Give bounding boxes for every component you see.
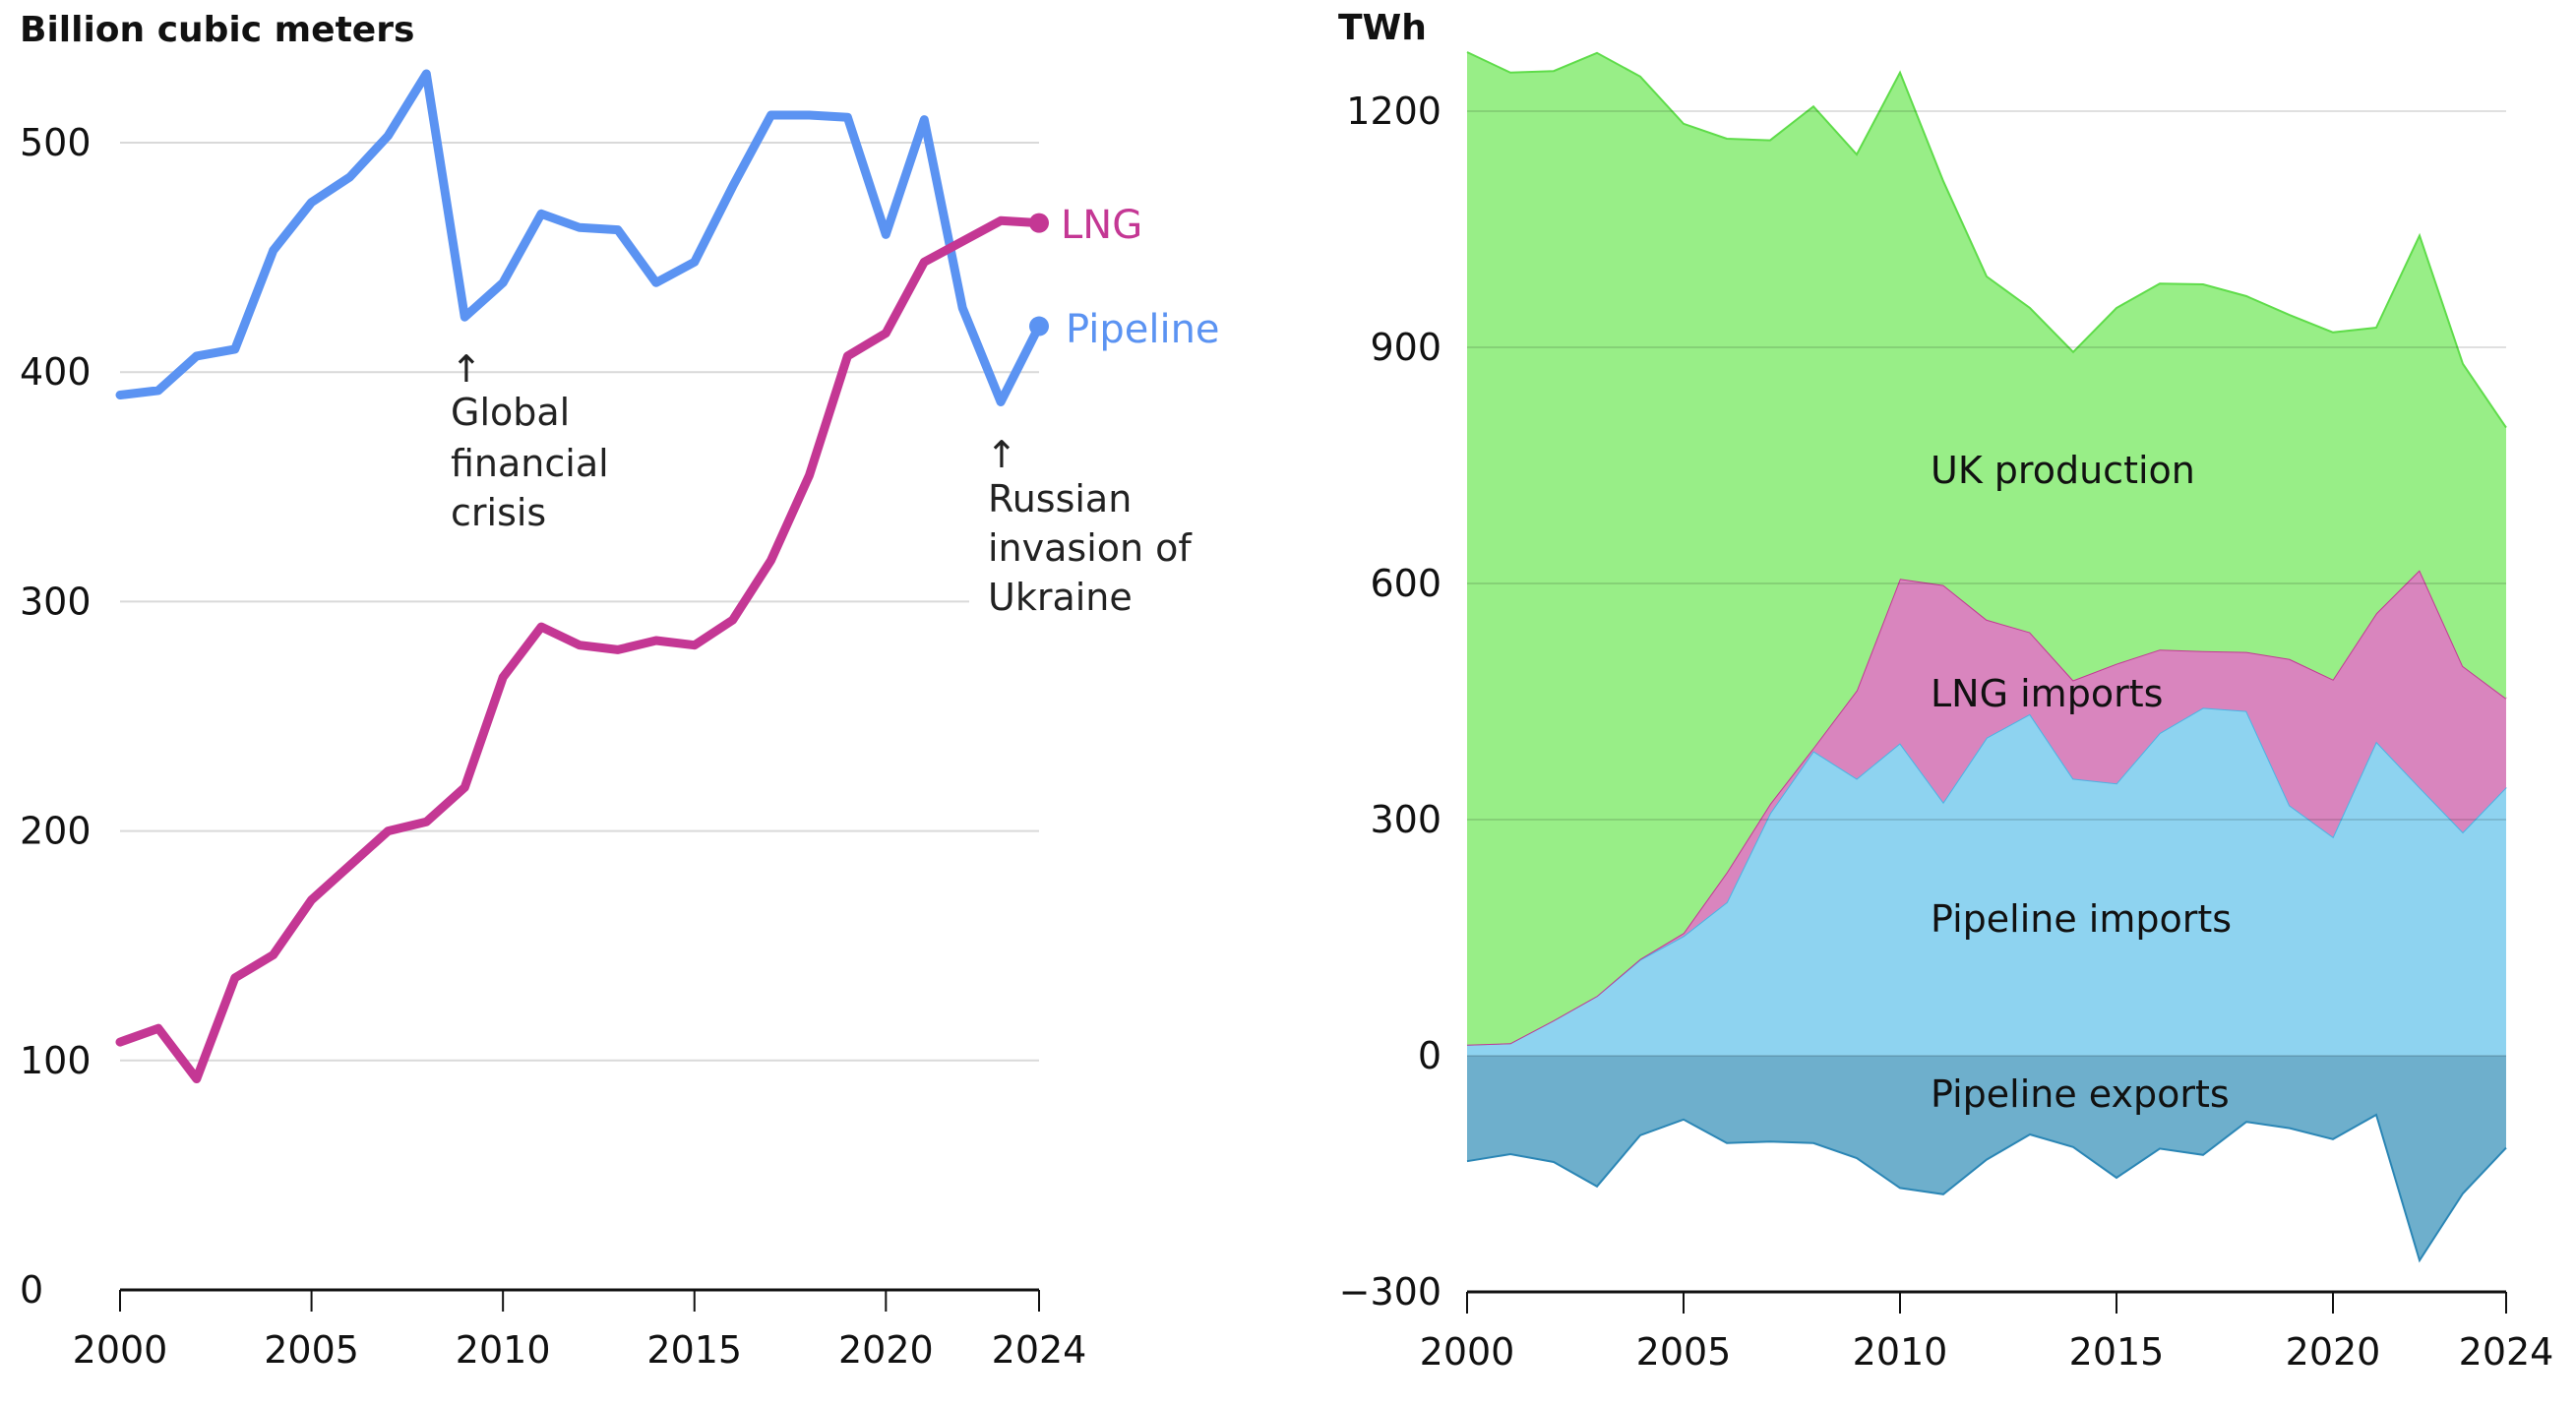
y-tick-label: 900 [1370, 326, 1441, 369]
x-tick-label: 2010 [456, 1328, 551, 1372]
y-tick-label: 500 [20, 121, 92, 164]
area-label-lng-imports: LNG imports [1931, 672, 2163, 715]
right-stacked-areas [1466, 51, 2507, 1263]
area-lng-imports [1467, 570, 2506, 1045]
series-endpoint-pipeline [1029, 316, 1049, 336]
x-tick-label: 2005 [1636, 1330, 1732, 1374]
annotation-russian-invasion: ↑ Russian invasion of Ukraine [986, 433, 1193, 619]
left-annotations: ↑ Global financial crisis ↑ Russian inva… [451, 347, 1193, 619]
x-tick-label: 2015 [2069, 1330, 2165, 1374]
x-tick-label: 2020 [838, 1328, 934, 1372]
x-tick-label: 2020 [2286, 1330, 2381, 1374]
right-x-tick-labels: 2000 2005 2010 2015 2020 2024 [1420, 1330, 2554, 1374]
annotation-line: Ukraine [988, 576, 1133, 619]
area-uk-production [1467, 52, 2506, 1045]
area-edge-uk-production [1466, 51, 2507, 429]
y-tick-label: 300 [20, 580, 92, 623]
series-label-lng: LNG [1061, 203, 1142, 248]
area-label-pipeline-exports: Pipeline exports [1931, 1072, 2230, 1116]
series-line-pipeline [115, 69, 1044, 406]
series-label-pipeline: Pipeline [1066, 307, 1220, 352]
right-area-labels: UK production LNG imports Pipeline impor… [1931, 449, 2232, 1116]
right-y-tick-labels: −300 0 300 600 900 1200 [1339, 90, 1441, 1314]
area-edge-pipeline-exports [1466, 1113, 2507, 1263]
y-tick-label: 200 [20, 810, 92, 853]
y-tick-label: 0 [1418, 1034, 1441, 1077]
left-x-axis [119, 1288, 1040, 1312]
x-tick-label: 2000 [1420, 1330, 1515, 1374]
y-tick-label: 0 [20, 1268, 43, 1312]
x-tick-label: 2024 [992, 1328, 1087, 1372]
x-tick-label: 2010 [1853, 1330, 1948, 1374]
annotation-line: financial [451, 442, 609, 485]
annotation-background [447, 390, 644, 537]
series-line-lng [115, 215, 1044, 1083]
y-tick-label: −300 [1339, 1270, 1441, 1314]
x-tick-label: 2024 [2459, 1330, 2554, 1374]
area-label-uk-production: UK production [1931, 449, 2195, 492]
x-tick-label: 2015 [646, 1328, 742, 1372]
annotation-arrow-icon: ↑ [451, 347, 482, 391]
left-series-labels: LNG Pipeline [1061, 203, 1220, 352]
y-tick-label: 100 [20, 1039, 92, 1082]
left-gridlines [120, 142, 1039, 1062]
annotation-line: Global [451, 391, 570, 434]
x-tick-label: 2005 [264, 1328, 359, 1372]
y-tick-label: 600 [1370, 562, 1441, 605]
y-tick-label: 300 [1370, 798, 1441, 841]
annotation-line: crisis [451, 491, 546, 534]
left-x-tick-labels: 2000 2005 2010 2015 2020 2024 [73, 1328, 1087, 1372]
left-chart-title: Billion cubic meters [20, 10, 414, 50]
left-series-lines [115, 69, 1049, 1083]
annotation-background [969, 474, 1205, 622]
annotation-arrow-icon: ↑ [986, 433, 1017, 476]
annotation-line: invasion of [988, 526, 1193, 570]
annotation-financial-crisis: ↑ Global financial crisis [451, 347, 609, 534]
left-chart: Billion cubic meters 0 100 200 300 400 500 20… [20, 10, 1220, 1372]
y-tick-label: 400 [20, 350, 92, 394]
series-endpoint-lng [1029, 213, 1049, 233]
left-annotation-backgrounds [447, 390, 1205, 622]
right-gridlines [1467, 110, 2506, 1057]
right-x-axis [1466, 1290, 2507, 1314]
y-tick-label: 1200 [1346, 90, 1441, 133]
area-label-pipeline-imports: Pipeline imports [1931, 897, 2232, 941]
area-pipeline-exports [1467, 1056, 2506, 1260]
area-pipeline-imports [1467, 707, 2506, 1056]
x-tick-label: 2000 [73, 1328, 168, 1372]
left-y-tick-labels: 0 100 200 300 400 500 [20, 121, 92, 1312]
annotation-line: Russian [988, 477, 1132, 520]
right-chart-title: TWh [1338, 8, 1427, 48]
